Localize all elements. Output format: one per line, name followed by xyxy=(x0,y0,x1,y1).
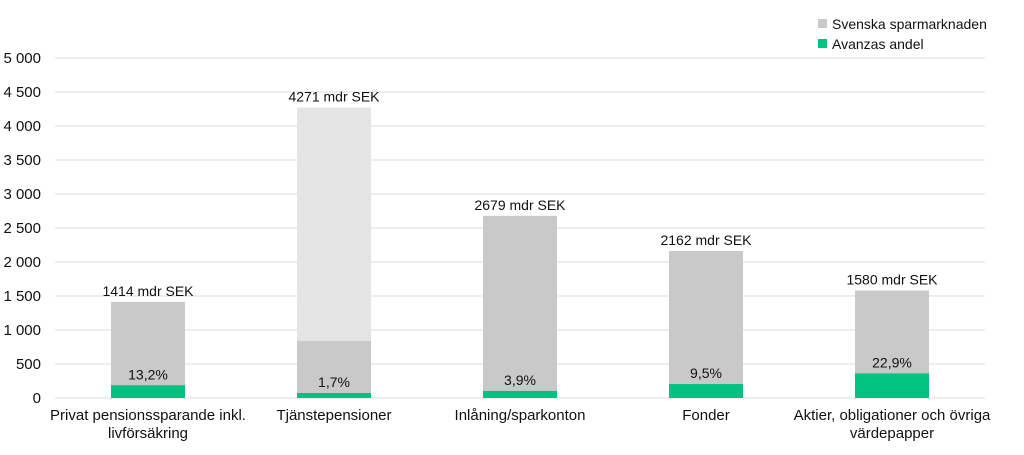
bar-avanza xyxy=(855,373,929,398)
total-label: 1414 mdr SEK xyxy=(102,283,194,299)
bar-market xyxy=(669,250,743,398)
share-label: 1,7% xyxy=(318,374,350,390)
legend-label-avanza: Avanzas andel xyxy=(832,36,924,52)
bar-market-upper xyxy=(297,107,371,341)
category-label-line: Tjänstepensioner xyxy=(276,407,391,424)
y-tick-label: 2 000 xyxy=(3,254,41,271)
y-tick-label: 0 xyxy=(33,390,41,407)
category-label: Aktier, obligationer och övriga värdepapp… xyxy=(794,407,991,442)
y-tick-label: 4 500 xyxy=(3,84,41,101)
category-label-line: värdepapper xyxy=(850,425,934,442)
total-label: 1580 mdr SEK xyxy=(846,272,938,288)
data-labels: 1414 mdr SEK 13,2% 4271 mdr SEK 1,7% 2679 md… xyxy=(102,89,938,390)
bars xyxy=(111,107,929,398)
legend-swatch-market xyxy=(818,19,827,28)
legend-label-market: Svenska sparmarknaden xyxy=(832,16,987,32)
y-tick-label: 4 000 xyxy=(3,118,41,135)
y-tick-label: 3 500 xyxy=(3,152,41,169)
category-label: Inlåning/sparkonton xyxy=(455,407,586,424)
share-label: 9,5% xyxy=(690,365,722,381)
share-label: 13,2% xyxy=(128,366,168,382)
share-label: 3,9% xyxy=(504,372,536,388)
share-label: 22,9% xyxy=(872,354,912,370)
category-label: Tjänstepensioner xyxy=(276,407,391,424)
bar-market-lower xyxy=(297,340,371,398)
total-label: 4271 mdr SEK xyxy=(288,89,380,105)
y-tick-label: 1 500 xyxy=(3,288,41,305)
y-tick-label: 1 000 xyxy=(3,322,41,339)
total-label: 2679 mdr SEK xyxy=(474,197,566,213)
y-tick-label: 5 000 xyxy=(3,50,41,67)
bar-market xyxy=(111,301,185,398)
bar-avanza xyxy=(111,385,185,398)
category-label-line: livförsäkring xyxy=(108,425,188,442)
bar-avanza xyxy=(669,384,743,398)
bar-avanza xyxy=(297,393,371,398)
category-label: Privat pensionssparande inkl. livförsäkri… xyxy=(50,407,246,442)
y-tick-label: 500 xyxy=(16,356,41,373)
y-axis-ticks: 0 500 1 000 1 500 2 000 2 500 3 000 3 500 4 000 4… xyxy=(3,50,41,407)
bar-avanza xyxy=(483,390,557,398)
bar-market xyxy=(483,215,557,398)
total-label: 2162 mdr SEK xyxy=(660,232,752,248)
y-tick-label: 3 000 xyxy=(3,186,41,203)
x-axis-categories: Privat pensionssparande inkl. livförsäkri… xyxy=(50,407,991,442)
legend-swatch-avanza xyxy=(818,39,827,48)
category-label-line: Privat pensionssparande inkl. xyxy=(50,407,246,424)
category-label-line: Fonder xyxy=(682,407,730,424)
category-label: Fonder xyxy=(682,407,730,424)
y-tick-label: 2 500 xyxy=(3,220,41,237)
category-label-line: Aktier, obligationer och övriga xyxy=(794,407,991,424)
legend: Svenska sparmarknaden Avanzas andel xyxy=(818,16,987,52)
category-label-line: Inlåning/sparkonton xyxy=(455,407,586,424)
